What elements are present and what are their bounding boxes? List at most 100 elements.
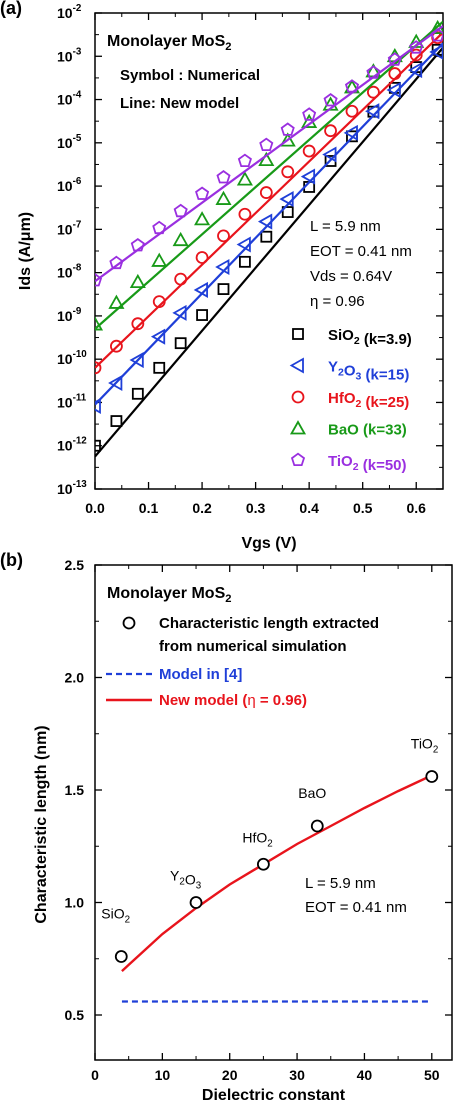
param-text: Vds = 0.64V (310, 268, 392, 285)
series-1 (95, 42, 443, 414)
data-point (366, 85, 380, 99)
data-point (310, 819, 324, 833)
param-text: EOT = 0.41 nm (305, 899, 407, 916)
x-tick-label: 30 (289, 1067, 305, 1083)
data-point (425, 770, 439, 783)
data-point (429, 44, 443, 60)
y-tick-label: 10-5 (57, 133, 82, 151)
x-tick-label: 50 (424, 1067, 440, 1083)
x-tick-label: 0.4 (299, 500, 319, 516)
data-point (129, 352, 144, 369)
data-point (215, 258, 230, 276)
data-point (408, 33, 425, 48)
data-point (151, 252, 168, 267)
data-point (217, 229, 230, 243)
x-tick-label: 0.3 (246, 500, 266, 516)
legend-label: Model in [4] (159, 666, 242, 683)
legend-label: TiO2 (k=50) (328, 453, 407, 474)
y-tick-label: 1.5 (65, 782, 85, 798)
x-tick-label: 0.6 (406, 500, 426, 516)
data-point (281, 165, 295, 179)
data-point (195, 251, 209, 264)
data-point (407, 62, 423, 79)
param-text: L = 5.9 nm (305, 875, 376, 892)
data-point (323, 92, 338, 107)
y-tick-label: 10-7 (57, 219, 82, 237)
legend-label: New model (η = 0.96) (159, 692, 307, 709)
data-point (343, 124, 358, 141)
data-point (258, 151, 275, 167)
data-point (108, 294, 125, 309)
data-point (153, 361, 166, 374)
data-point (388, 67, 402, 80)
data-point (256, 857, 270, 871)
data-point (174, 272, 188, 286)
annotation-symbol: Symbol : Numerical (120, 67, 260, 84)
data-point (259, 137, 274, 152)
y-tick-label: 10-4 (57, 90, 82, 108)
data-point (257, 213, 273, 230)
data-point (239, 255, 251, 268)
data-point (109, 255, 124, 270)
data-point (172, 304, 187, 321)
data-point (152, 220, 167, 235)
data-point (108, 374, 123, 392)
data-point (236, 171, 253, 186)
param-text: η = 0.96 (310, 293, 365, 310)
panel-b-frame (94, 564, 453, 1061)
x-axis-label: Vgs (V) (241, 535, 296, 552)
data-point (279, 132, 296, 147)
data-point (129, 273, 146, 289)
x-tick-label: 0.0 (85, 500, 105, 516)
legend-marker (291, 390, 305, 404)
data-point (95, 316, 104, 331)
y-tick-label: 10-13 (57, 479, 87, 497)
data-point (280, 122, 295, 136)
x-axis-label: Dielectric constant (202, 1087, 346, 1104)
y-axis-label: Ids (A/μm) (17, 212, 34, 290)
y-tick-label: 10-6 (57, 176, 82, 194)
data-point (300, 168, 316, 185)
series-2 (95, 31, 443, 375)
legend-marker (122, 616, 136, 630)
data-point (236, 236, 251, 253)
data-point (386, 81, 401, 99)
data-point (324, 124, 337, 138)
data-point (217, 283, 230, 295)
data-point (110, 415, 123, 427)
new-model-line (121, 774, 433, 972)
data-point (409, 40, 424, 54)
panel-a-label: (a) (0, 0, 22, 18)
data-point (430, 28, 443, 42)
data-point (366, 65, 381, 79)
y-tick-label: 2.5 (65, 557, 85, 573)
data-point (114, 950, 128, 963)
data-point (365, 103, 380, 120)
data-point (172, 231, 189, 247)
series-line (95, 42, 443, 406)
data-point (196, 309, 208, 321)
data-point (194, 211, 211, 226)
series-4 (95, 25, 443, 287)
data-point (302, 107, 317, 121)
y-tick-label: 1.0 (65, 895, 85, 911)
series-line (95, 20, 443, 330)
legend-label: Y2O3 (k=15) (328, 359, 409, 384)
data-point (189, 896, 203, 909)
panel-a-title: Monolayer MoS2 (107, 33, 231, 53)
panel-b: (b) 0.5 1.0 1.5 2.0 2.5 0 10 20 30 40 50 Dielectric … (0, 550, 453, 1104)
y-tick-label: 10-10 (57, 349, 87, 367)
legend-label: SiO2 (k=3.9) (328, 327, 412, 348)
y-tick-label: 10-8 (57, 263, 82, 281)
series-line (95, 46, 443, 458)
x-tick-label: 0 (91, 1067, 99, 1083)
legend-label: from numerical simulation (159, 638, 347, 655)
data-point (193, 281, 208, 298)
data-point (344, 79, 360, 93)
legend-marker (289, 420, 307, 435)
y-tick-label: 10-9 (57, 306, 82, 324)
annotation-line: Line: New model (120, 95, 239, 112)
point-label: HfO2 (242, 829, 272, 849)
point-label: Y2O3 (170, 868, 202, 892)
